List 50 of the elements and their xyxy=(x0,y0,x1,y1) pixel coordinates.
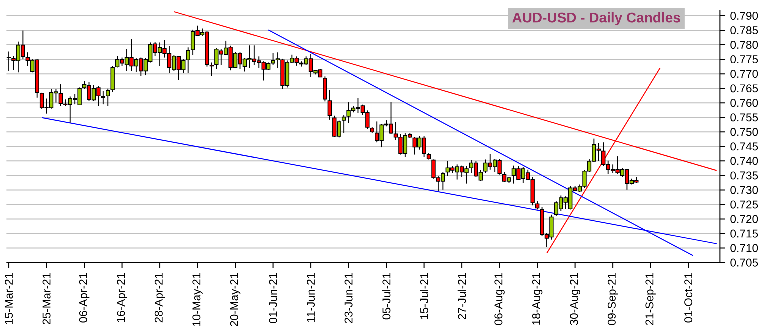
x-tick-label: 28-Apr-21 xyxy=(154,273,166,322)
x-tick-label: 09-Sep-21 xyxy=(608,273,618,326)
x-tick-label: 23-Jun-21 xyxy=(344,273,353,324)
y-tick-label: 0.770 xyxy=(730,70,758,78)
candlestick xyxy=(58,84,64,106)
x-tick-label: 06-Apr-21 xyxy=(79,273,90,323)
y-tick-label: 0.720 xyxy=(730,215,758,224)
y-tick-label: 0.780 xyxy=(730,40,758,49)
y-tick-label: 0.775 xyxy=(730,55,758,64)
candlestick xyxy=(554,200,559,217)
y-tick-label: 0.735 xyxy=(730,171,758,180)
x-tick-label: 06-Aug-21 xyxy=(494,273,505,326)
x-tick-label: 11-Jun-21 xyxy=(307,273,316,322)
y-tick-label: 0.745 xyxy=(730,142,758,150)
y-tick-label: 0.710 xyxy=(730,244,758,252)
chart-title: AUD-USD - Daily Candles xyxy=(512,12,680,26)
y-tick-label: 0.725 xyxy=(730,200,758,209)
candlestick xyxy=(342,114,346,134)
x-tick-label: 16-Apr-21 xyxy=(117,273,128,322)
x-tick-label: 15-Mar-21 xyxy=(5,273,14,324)
x-tick-label: 27-Jul-21 xyxy=(458,273,466,320)
x-tick-label: 20-May-21 xyxy=(230,273,241,326)
y-tick-label: 0.765 xyxy=(730,84,758,92)
y-tick-label: 0.785 xyxy=(730,26,758,34)
candlestick xyxy=(110,66,115,92)
candlestick xyxy=(328,89,332,120)
y-tick-label: 0.755 xyxy=(730,113,758,122)
y-tick-label: 0.750 xyxy=(730,128,758,136)
y-tick-label: 0.790 xyxy=(730,12,758,20)
candlestick xyxy=(101,90,106,105)
y-tick-label: 0.760 xyxy=(730,98,758,107)
x-tick-label: 30-Aug-21 xyxy=(570,273,580,326)
y-tick-label: 0.730 xyxy=(730,186,758,194)
y-tick-label: 0.705 xyxy=(730,258,758,267)
candlestick xyxy=(186,46,190,74)
x-tick-label: 10-May-21 xyxy=(192,273,203,326)
x-tick-label: 05-Jul-21 xyxy=(382,273,391,320)
x-tick-label: 01-Oct-21 xyxy=(684,273,693,323)
x-tick-label: 15-Jul-21 xyxy=(420,273,428,320)
candlestick xyxy=(6,51,12,72)
x-tick-label: 18-Aug-21 xyxy=(532,273,543,325)
candlestick xyxy=(323,76,328,102)
candlestick xyxy=(210,62,214,76)
x-tick-label: 01-Jun-21 xyxy=(269,273,278,324)
candlestick xyxy=(106,88,110,106)
candlestick xyxy=(271,52,276,66)
y-tick-label: 0.740 xyxy=(730,156,758,165)
y-tick-label: 0.715 xyxy=(730,230,758,238)
x-tick-label: 25-Mar-21 xyxy=(42,273,51,324)
x-tick-label: 21-Sep-21 xyxy=(646,273,656,325)
